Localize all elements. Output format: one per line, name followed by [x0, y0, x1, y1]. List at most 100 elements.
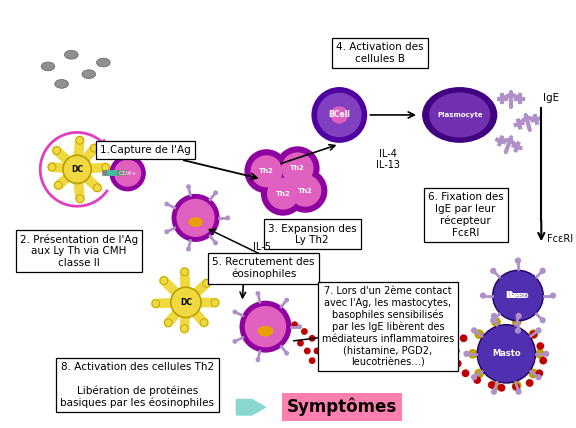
- Circle shape: [276, 147, 319, 190]
- Circle shape: [297, 324, 302, 329]
- Text: 7. Lors d'un 2ème contact
avec l'Ag, les mastocytes,
basophiles sensibilisés
par: 7. Lors d'un 2ème contact avec l'Ag, les…: [322, 286, 454, 367]
- Text: 8. Activation des cellules Th2

Libération de protéines
basiques par les éosinop: 8. Activation des cellules Th2 Libératio…: [60, 362, 214, 408]
- Ellipse shape: [188, 217, 203, 227]
- Circle shape: [491, 317, 501, 327]
- Circle shape: [488, 381, 495, 389]
- Circle shape: [233, 309, 237, 314]
- Circle shape: [480, 293, 486, 298]
- Text: IgE: IgE: [543, 93, 559, 104]
- Circle shape: [491, 318, 496, 323]
- Circle shape: [285, 297, 289, 303]
- Circle shape: [536, 342, 544, 350]
- Text: Th2: Th2: [275, 190, 290, 196]
- Text: Baso: Baso: [507, 291, 529, 300]
- Circle shape: [498, 384, 505, 392]
- Circle shape: [317, 92, 362, 137]
- Circle shape: [516, 258, 520, 263]
- Ellipse shape: [55, 80, 69, 88]
- Circle shape: [53, 147, 60, 155]
- Circle shape: [262, 172, 304, 215]
- Ellipse shape: [257, 326, 274, 336]
- Circle shape: [245, 150, 288, 193]
- Circle shape: [200, 319, 208, 327]
- Circle shape: [172, 195, 219, 241]
- Ellipse shape: [423, 88, 497, 142]
- Circle shape: [312, 88, 366, 142]
- Circle shape: [516, 314, 521, 318]
- Circle shape: [245, 306, 286, 348]
- Circle shape: [225, 215, 230, 220]
- Text: FcεRI: FcεRI: [547, 234, 573, 244]
- Circle shape: [468, 349, 478, 359]
- Circle shape: [536, 375, 541, 380]
- Text: Baso: Baso: [506, 291, 526, 300]
- Circle shape: [301, 328, 308, 335]
- Circle shape: [76, 195, 84, 202]
- Text: IL-4
IL-13: IL-4 IL-13: [376, 149, 400, 170]
- Circle shape: [213, 241, 218, 245]
- Ellipse shape: [429, 92, 490, 137]
- Circle shape: [331, 106, 348, 124]
- Circle shape: [291, 321, 298, 328]
- Circle shape: [536, 369, 543, 377]
- Text: Plasmocyte: Plasmocyte: [437, 112, 483, 118]
- Circle shape: [539, 357, 547, 365]
- Ellipse shape: [82, 70, 96, 79]
- Circle shape: [473, 376, 481, 384]
- Circle shape: [102, 163, 109, 171]
- Circle shape: [526, 379, 533, 387]
- Circle shape: [164, 319, 172, 327]
- Circle shape: [211, 299, 219, 306]
- Circle shape: [160, 277, 168, 285]
- Circle shape: [63, 155, 91, 184]
- Circle shape: [93, 184, 101, 192]
- Circle shape: [186, 184, 191, 189]
- Text: DC: DC: [71, 165, 83, 174]
- Circle shape: [304, 348, 310, 354]
- FancyArrow shape: [236, 399, 266, 415]
- Text: BCell: BCell: [328, 110, 350, 119]
- Circle shape: [540, 268, 545, 273]
- Circle shape: [256, 357, 260, 362]
- Circle shape: [491, 268, 496, 273]
- Circle shape: [464, 351, 469, 356]
- Text: 1.Capture de l'Ag: 1.Capture de l'Ag: [100, 145, 191, 155]
- Text: Th2: Th2: [298, 188, 313, 194]
- Circle shape: [529, 369, 539, 378]
- Circle shape: [176, 199, 215, 237]
- Circle shape: [491, 314, 497, 318]
- Circle shape: [181, 268, 188, 276]
- Circle shape: [491, 381, 501, 390]
- Circle shape: [452, 347, 460, 355]
- Circle shape: [540, 318, 545, 323]
- Text: 3. Expansion des
Ly Th2: 3. Expansion des Ly Th2: [268, 223, 357, 245]
- Circle shape: [152, 300, 160, 307]
- Circle shape: [461, 369, 469, 377]
- Circle shape: [460, 334, 468, 342]
- Text: Masto: Masto: [492, 349, 521, 358]
- Text: Th2: Th2: [259, 168, 274, 174]
- Circle shape: [530, 330, 537, 338]
- Circle shape: [313, 348, 320, 354]
- Circle shape: [472, 375, 476, 380]
- Circle shape: [492, 270, 543, 321]
- Circle shape: [475, 369, 484, 378]
- Text: Th2: Th2: [290, 165, 305, 171]
- Text: IL-5: IL-5: [253, 242, 271, 252]
- Circle shape: [170, 287, 201, 318]
- Circle shape: [516, 389, 521, 394]
- Circle shape: [285, 351, 289, 356]
- Text: 2. Présentation de l'Ag
aux Ly Th via CMH
classe II: 2. Présentation de l'Ag aux Ly Th via CM…: [20, 234, 138, 268]
- Circle shape: [251, 155, 282, 187]
- Circle shape: [110, 156, 145, 191]
- Circle shape: [240, 301, 291, 352]
- Circle shape: [297, 340, 304, 347]
- Circle shape: [186, 247, 191, 252]
- Circle shape: [475, 329, 484, 339]
- Circle shape: [267, 178, 299, 210]
- Circle shape: [309, 335, 316, 342]
- Circle shape: [90, 144, 98, 152]
- Text: DC: DC: [180, 298, 192, 307]
- Circle shape: [164, 229, 169, 234]
- Circle shape: [309, 357, 316, 364]
